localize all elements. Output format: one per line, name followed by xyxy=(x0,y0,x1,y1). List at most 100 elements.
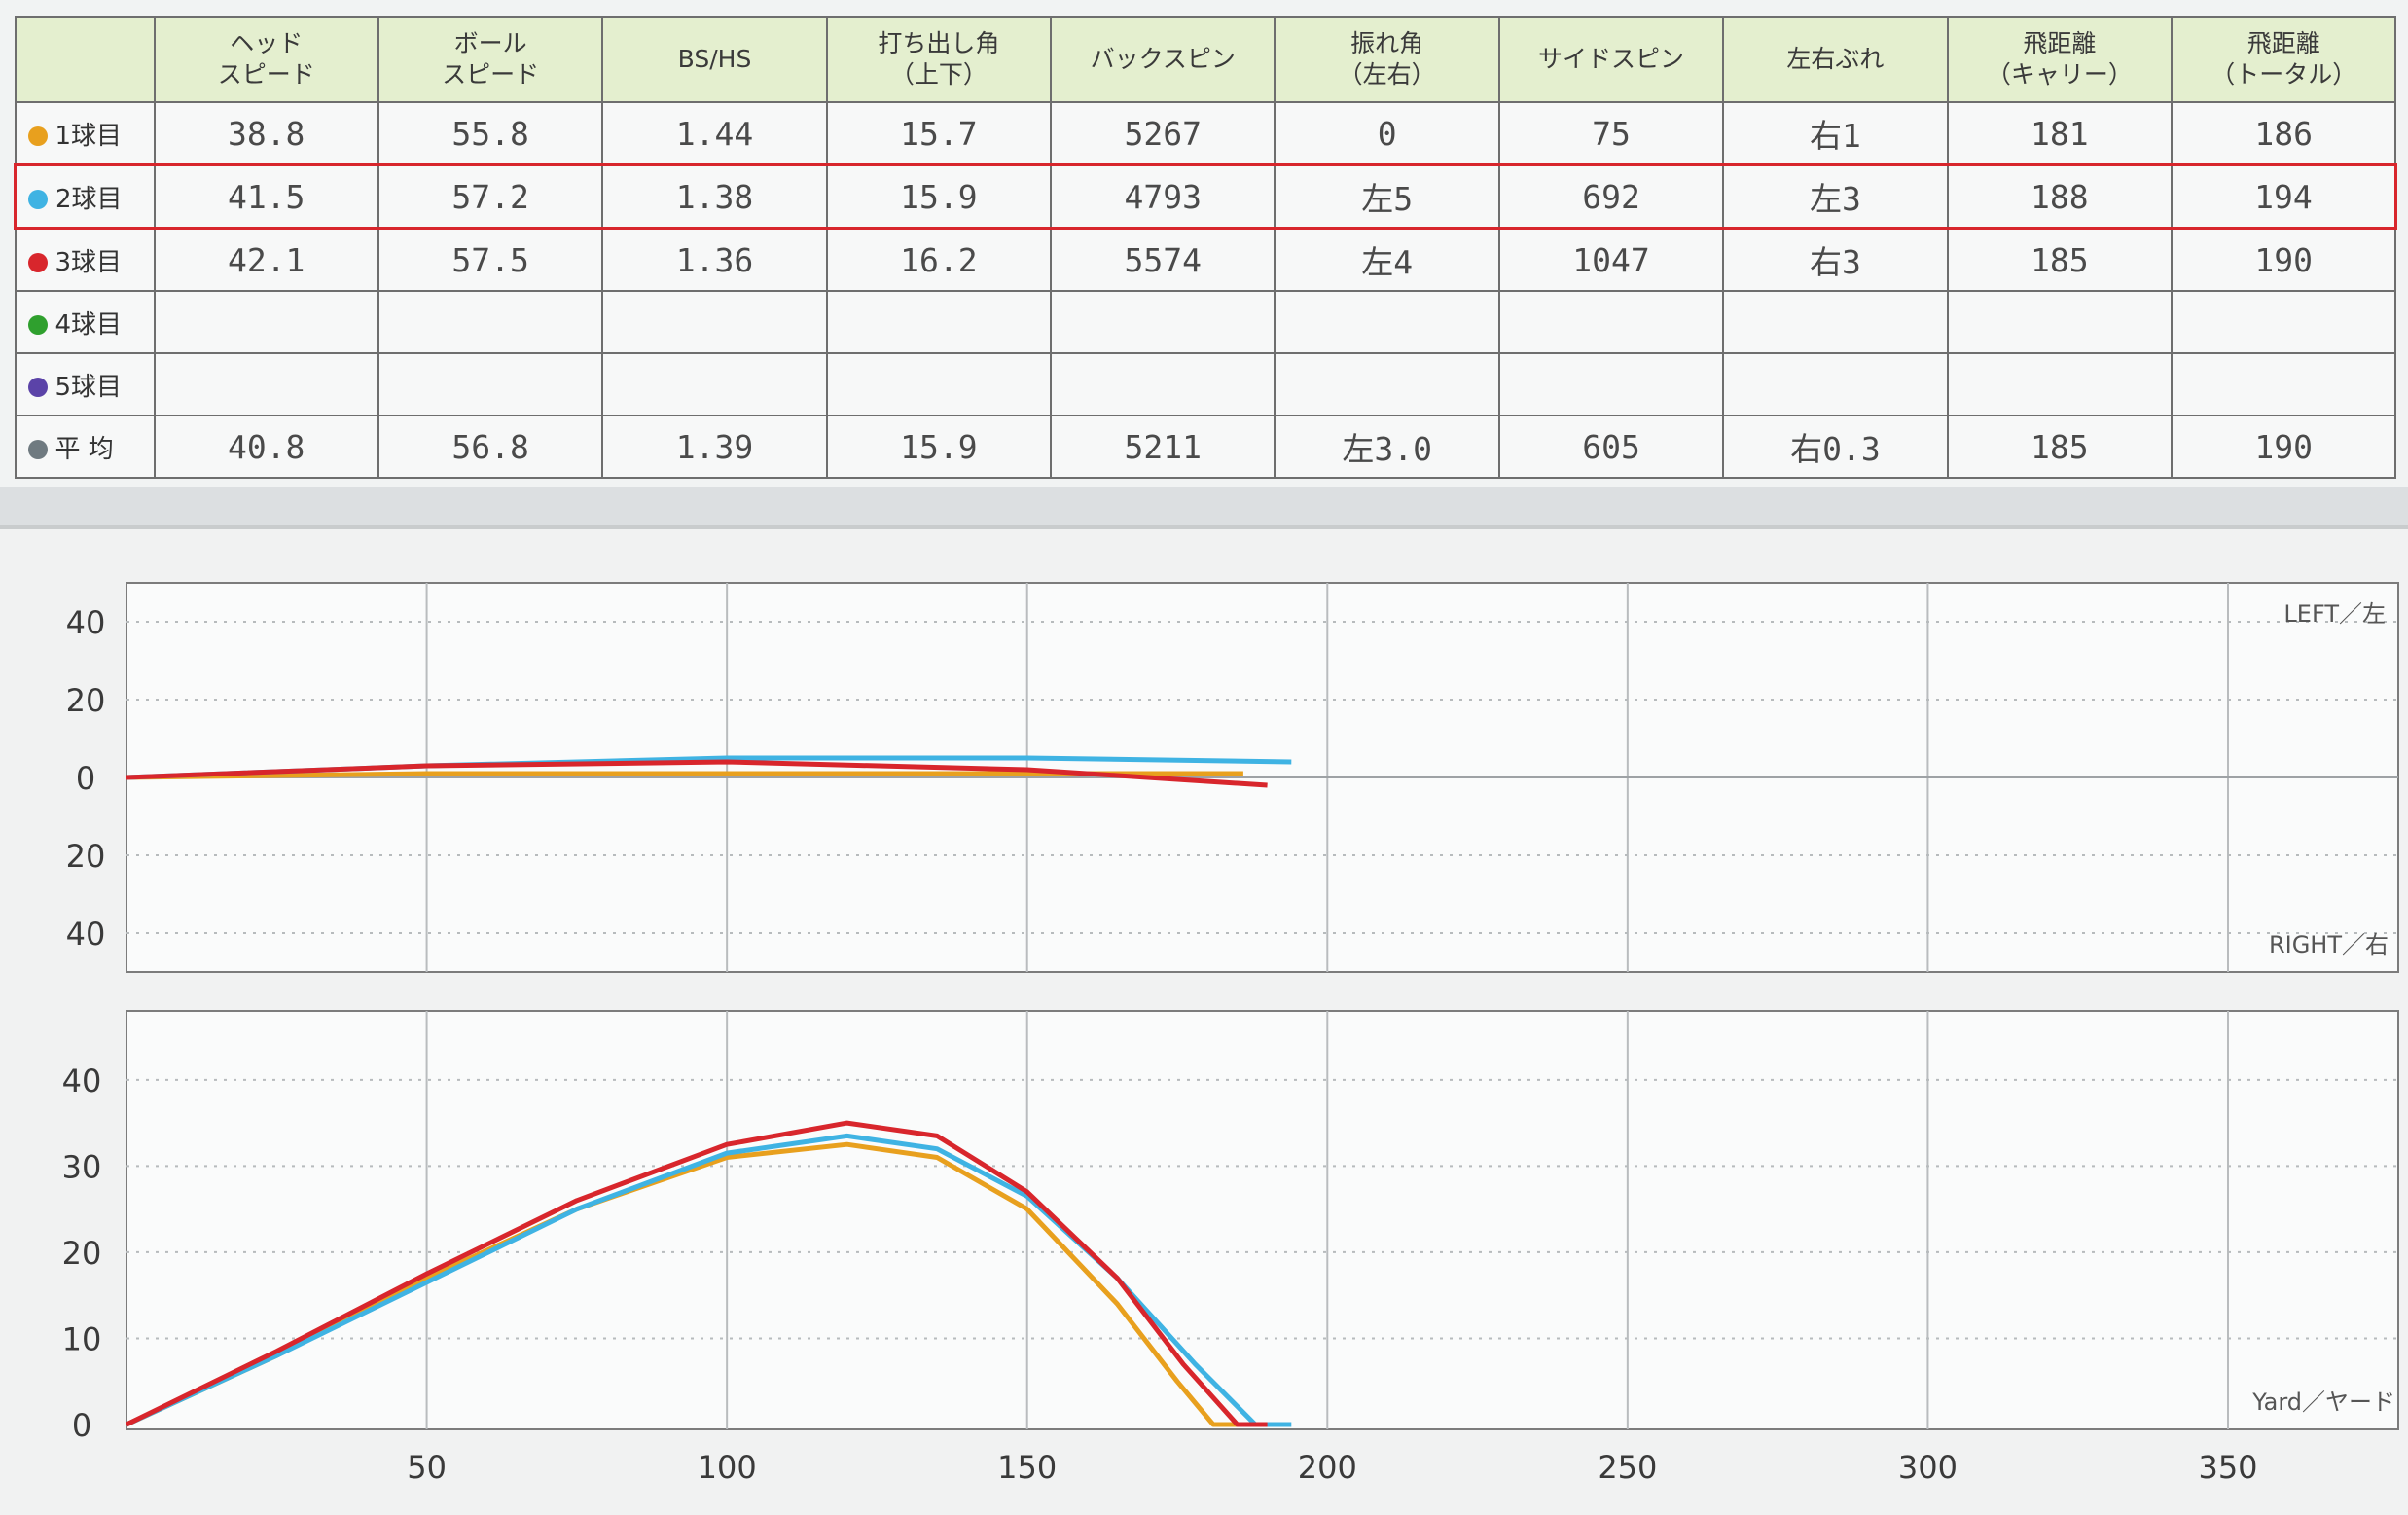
column-header: 振れ角 （左右） xyxy=(1274,16,1500,103)
table-cell: 右3 xyxy=(1722,227,1949,292)
table-cell: 1.44 xyxy=(601,101,828,166)
table-cell xyxy=(825,290,1053,354)
table-cell: 左5 xyxy=(1274,163,1500,230)
table-cell xyxy=(2171,290,2397,354)
x-tick-label: 200 xyxy=(1298,1449,1357,1486)
table-cell: 190 xyxy=(2171,415,2397,479)
table-cell xyxy=(2171,352,2397,416)
table-cell: 15.9 xyxy=(825,163,1053,230)
shot-row[interactable]: 1球目 38.8 55.8 1.44 15.7 5267 0 75 右1 181 186 xyxy=(14,101,2397,166)
shot-data-panel: ヘッド スピード ボール スピード BS/HS 打ち出し角 （上下） バックスピン 振れ角 （左右… xyxy=(0,0,2408,487)
lateral-ytick-label: 40 xyxy=(66,604,106,641)
shot-row[interactable]: 3球目 42.1 57.5 1.36 16.2 5574 左4 1047 右3 185 190 xyxy=(14,227,2397,292)
table-cell xyxy=(377,290,604,354)
table-cell: 56.8 xyxy=(377,415,604,479)
table-cell: 5574 xyxy=(1050,227,1276,292)
lateral-ytick-label: 20 xyxy=(66,682,106,719)
right-corner-label: RIGHT／右 xyxy=(2269,931,2389,958)
table-cell: 190 xyxy=(2171,227,2397,292)
table-cell: 42.1 xyxy=(153,227,379,292)
trajectory-chart-panel: 40 20 0 20 40 LEFT／左 RIGHT／右 50 100 150 200 250 300 3… xyxy=(0,525,2408,1515)
table-cell: 55.8 xyxy=(377,101,604,166)
column-header: 左右ぶれ xyxy=(1722,16,1949,103)
table-cell xyxy=(1274,352,1500,416)
table-cell: 5267 xyxy=(1050,101,1276,166)
table-cell: 左3 xyxy=(1722,163,1949,230)
height-ytick-label: 20 xyxy=(62,1235,102,1272)
table-corner-cell xyxy=(14,16,156,103)
column-header: 打ち出し角 （上下） xyxy=(825,16,1053,103)
table-cell: 75 xyxy=(1497,101,1725,166)
shot-color-dot xyxy=(27,126,48,146)
shot-row-label: 平 均 xyxy=(14,415,156,479)
table-cell: 5211 xyxy=(1050,415,1276,479)
shot-label-text: 4球目 xyxy=(54,309,123,340)
x-tick-label: 150 xyxy=(997,1449,1057,1486)
table-cell xyxy=(1946,352,2174,416)
shot-row-label: 5球目 xyxy=(14,352,156,416)
table-cell: 15.9 xyxy=(825,415,1053,479)
column-header: 飛距離 （トータル） xyxy=(2171,16,2397,103)
table-cell: 左4 xyxy=(1274,227,1500,292)
shot-row[interactable]: 5球目 xyxy=(14,352,2397,416)
table-cell: 57.2 xyxy=(377,163,604,230)
shot-row-label: 4球目 xyxy=(14,290,156,354)
table-cell: 40.8 xyxy=(153,415,379,479)
table-cell: 194 xyxy=(2171,163,2397,230)
shot-color-dot xyxy=(27,377,48,397)
table-cell: 左3.0 xyxy=(1274,415,1500,479)
column-header: 飛距離 （キャリー） xyxy=(1946,16,2174,103)
table-cell: 181 xyxy=(1946,101,2174,166)
table-cell xyxy=(1050,352,1276,416)
column-header: サイドスピン xyxy=(1497,16,1725,103)
table-cell: 186 xyxy=(2171,101,2397,166)
height-trajectory-line xyxy=(125,1120,1268,1427)
table-cell: 692 xyxy=(1497,163,1725,230)
shot-row-label: 1球目 xyxy=(14,101,156,166)
shot-label-text: 平 均 xyxy=(54,434,114,464)
shot-data-table: ヘッド スピード ボール スピード BS/HS 打ち出し角 （上下） バックスピン 振れ角 （左右… xyxy=(14,16,2397,479)
shot-row[interactable]: 2球目 41.5 57.2 1.38 15.9 4793 左5 692 左3 188 194 xyxy=(14,163,2397,230)
shot-row[interactable]: 4球目 xyxy=(14,290,2397,354)
column-header: BS/HS xyxy=(601,16,828,103)
shot-row-label: 2球目 xyxy=(14,163,156,230)
lateral-ytick-label: 0 xyxy=(76,760,95,797)
table-cell xyxy=(1050,290,1276,354)
shot-label-text: 2球目 xyxy=(55,184,123,214)
table-cell xyxy=(1274,290,1500,354)
table-cell: 1047 xyxy=(1497,227,1725,292)
shot-row[interactable]: 平 均 40.8 56.8 1.39 15.9 5211 左3.0 605 右0.3 185 190 xyxy=(14,415,2397,479)
table-cell: 右0.3 xyxy=(1722,415,1949,479)
lateral-ytick-label: 40 xyxy=(66,916,106,953)
lateral-ytick-label: 20 xyxy=(66,838,106,875)
table-cell xyxy=(601,352,828,416)
shot-label-text: 1球目 xyxy=(54,121,123,151)
height-ytick-label: 30 xyxy=(62,1148,102,1185)
shot-color-dot xyxy=(27,252,48,272)
shot-color-dot xyxy=(28,189,48,209)
table-cell xyxy=(1497,290,1725,354)
table-cell: 0 xyxy=(1274,101,1500,166)
column-header: ボール スピード xyxy=(377,16,604,103)
table-header-row: ヘッド スピード ボール スピード BS/HS 打ち出し角 （上下） バックスピン 振れ角 （左右… xyxy=(14,16,2397,103)
x-tick-label: 100 xyxy=(698,1449,757,1486)
height-ytick-label: 40 xyxy=(62,1063,102,1100)
table-cell: 4793 xyxy=(1050,163,1276,230)
x-tick-label: 300 xyxy=(1898,1449,1958,1486)
lateral-trajectory-line xyxy=(126,759,1268,788)
table-cell: 1.39 xyxy=(601,415,828,479)
x-tick-label: 50 xyxy=(407,1449,447,1486)
table-cell xyxy=(377,352,604,416)
column-header: ヘッド スピード xyxy=(153,16,379,103)
table-cell xyxy=(153,290,379,354)
table-cell xyxy=(601,290,828,354)
column-header: バックスピン xyxy=(1050,16,1276,103)
x-tick-label: 350 xyxy=(2198,1449,2257,1486)
table-cell xyxy=(1722,352,1949,416)
height-trajectory-line xyxy=(125,1133,1292,1427)
table-cell: 57.5 xyxy=(377,227,604,292)
height-ytick-label: 0 xyxy=(72,1407,91,1444)
height-ytick-label: 10 xyxy=(62,1320,102,1357)
x-axis-label: Yard／ヤード xyxy=(2251,1389,2395,1416)
